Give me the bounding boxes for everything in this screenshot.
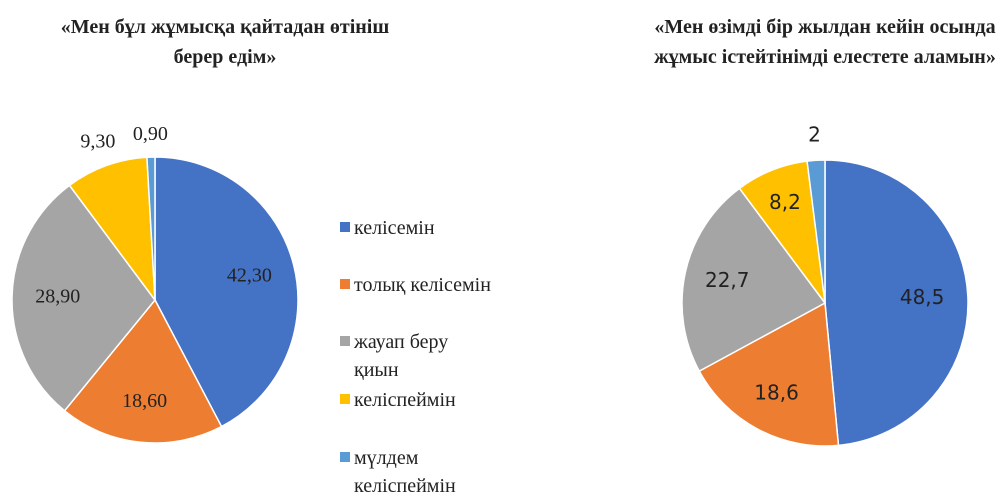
legend-label: мүлдем келіспеймін: [354, 447, 456, 497]
legend-swatch: [340, 394, 350, 404]
legend-swatch: [340, 336, 350, 346]
legend-label: жауап беру қиын: [354, 331, 449, 381]
data-label: 28,90: [35, 285, 80, 307]
legend-label: толық келісемін: [354, 274, 491, 296]
legend-item: жауап беру қиын: [340, 328, 474, 384]
pie-slice: [68, 156, 156, 303]
pie-slice: [806, 159, 826, 304]
data-label: 9,30: [80, 130, 115, 152]
pie-slice: [154, 156, 299, 428]
legend-item: келіспеймін: [340, 386, 554, 414]
pie-slice: [698, 301, 840, 447]
chart-title: «Мен өзімді бір жылдан кейін осында жұмы…: [654, 16, 996, 68]
legend-swatch: [340, 452, 350, 462]
data-label: 2: [808, 123, 821, 147]
legend-item: келісемін: [340, 214, 554, 242]
pie-slice: [824, 159, 969, 447]
pie-slice: [681, 187, 827, 373]
legend-label: келісемін: [354, 217, 435, 239]
pie-slice: [146, 156, 156, 301]
pie-slice: [11, 184, 156, 412]
legend-item: толық келісемін: [340, 271, 554, 299]
data-label: 22,7: [705, 268, 750, 292]
data-label: 42,30: [227, 264, 272, 286]
chart-title: «Мен бұл жұмысқа қайтадан өтініш берер е…: [60, 16, 390, 68]
data-label: 18,60: [122, 390, 167, 412]
data-label: 18,6: [754, 380, 799, 404]
data-label: 48,5: [900, 285, 945, 309]
data-label: 0,90: [133, 123, 168, 145]
pie-slice: [63, 298, 223, 444]
legend-item: мүлдем келіспеймін: [340, 444, 484, 500]
legend-swatch: [340, 222, 350, 232]
data-label: 8,2: [769, 190, 801, 214]
legend-label: келіспеймін: [354, 389, 456, 411]
legend-swatch: [340, 279, 350, 289]
